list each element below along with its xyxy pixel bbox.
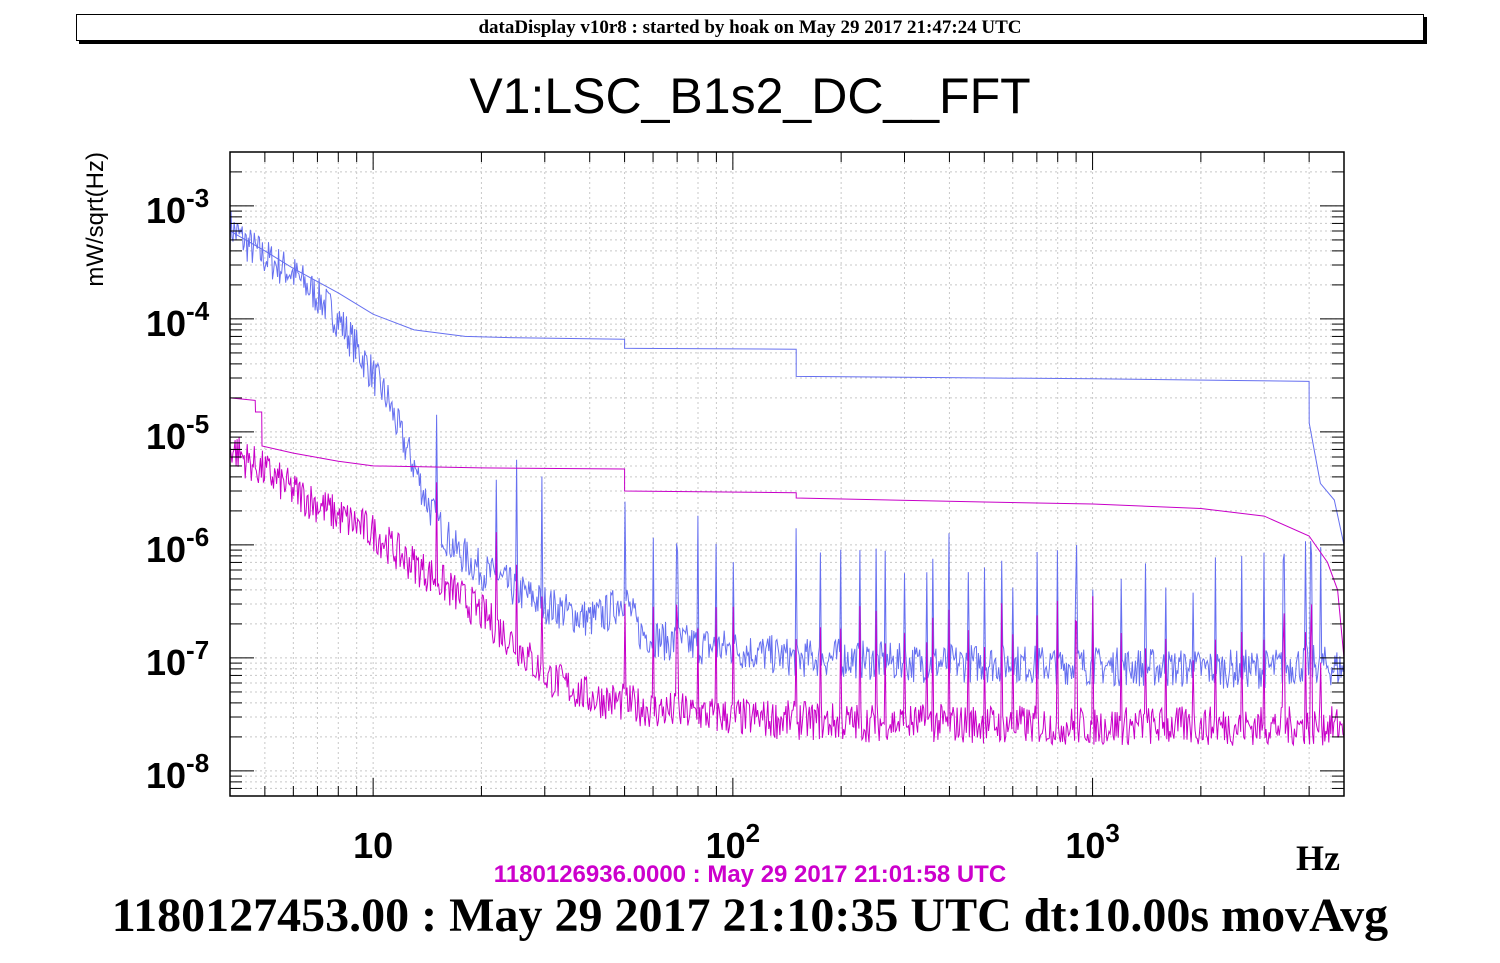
series-line-4 <box>229 397 1345 658</box>
y-axis-title: mW/sqrt(Hz) <box>82 152 109 287</box>
chart-title: V1:LSC_B1s2_DC__FFT <box>469 68 1031 124</box>
series-line-2 <box>229 230 1345 546</box>
series-line-1 <box>229 211 1345 689</box>
y-tick-label: 10-8 <box>146 748 209 796</box>
y-tick-label: 10-3 <box>146 183 209 231</box>
axis-ticks <box>229 151 1345 797</box>
y-tick-label: 10-7 <box>146 635 209 683</box>
y-tick-label: 10-5 <box>146 409 209 457</box>
x-tick-labels: 10 102 103 <box>353 818 1120 866</box>
y-tick-labels: 10-3 10-4 10-5 10-6 10-7 10-8 <box>146 183 210 796</box>
y-tick-label: 10-6 <box>146 522 209 570</box>
x-axis-title: Hz <box>1296 838 1340 878</box>
plot-frame <box>229 151 1345 797</box>
x-tick-label: 102 <box>706 818 761 866</box>
series-line-3 <box>229 437 1345 747</box>
x-tick-label: 103 <box>1065 818 1120 866</box>
header-banner: dataDisplay v10r8 : started by hoak on M… <box>76 14 1424 41</box>
x-tick-label: 10 <box>353 825 393 866</box>
series-layer <box>229 211 1345 747</box>
current-time-footer: 1180127453.00 : May 29 2017 21:10:35 UTC… <box>111 889 1389 942</box>
y-tick-label: 10-4 <box>146 296 210 344</box>
grid-lines <box>229 151 1345 797</box>
reference-time: 1180126936.0000 : May 29 2017 21:01:58 U… <box>493 861 1007 888</box>
